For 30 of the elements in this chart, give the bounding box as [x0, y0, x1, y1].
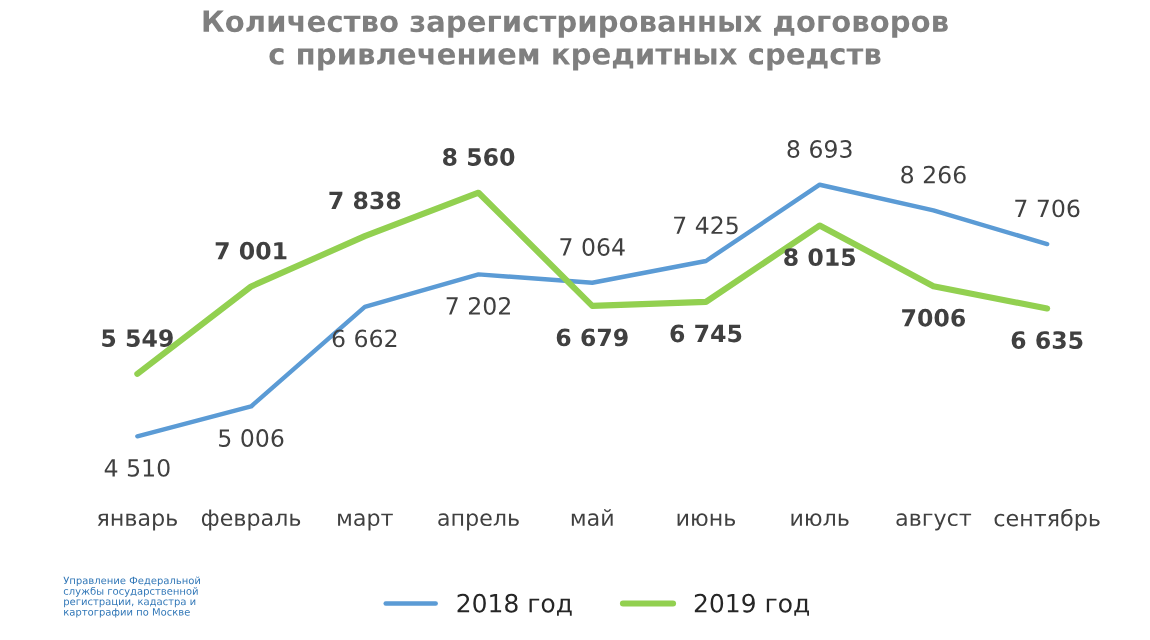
data-label: 6 635 [1011, 331, 1083, 349]
x-tick-label: июль [791, 513, 849, 527]
data-label: 7 202 [446, 297, 510, 315]
x-tick-label: июнь [677, 513, 736, 527]
x-tick-label: август [896, 513, 972, 531]
data-label: 7 706 [1015, 199, 1080, 218]
data-label: 7006 [902, 308, 966, 327]
legend-label: 2019 год [694, 593, 809, 616]
data-label: 8 015 [784, 248, 856, 266]
chart-title: Количество зарегистрированных договоров с привлечением кредитных средств [203, 10, 948, 71]
data-label: 8 693 [787, 140, 852, 158]
data-label: 8 560 [443, 148, 515, 166]
x-tick-label: сентябрь [994, 508, 1100, 531]
data-label: 4 510 [104, 458, 170, 477]
data-label: 7 838 [329, 191, 401, 210]
data-label: 6 745 [670, 324, 742, 343]
data-label: 6 662 [332, 329, 397, 348]
x-tick-label: февраль [201, 509, 301, 531]
data-label: 5 006 [219, 429, 284, 447]
data-label: 7 425 [674, 216, 738, 235]
x-tick-label: май [571, 509, 613, 527]
data-label: 7 001 [215, 241, 287, 260]
legend-label: 2018 год [457, 593, 572, 616]
data-label: 8 266 [901, 165, 966, 184]
x-tick-label: март [338, 513, 393, 531]
data-label: 5 549 [102, 329, 173, 348]
x-tick-label: январь [97, 513, 177, 531]
data-label: 6 679 [556, 328, 628, 347]
x-tick-label: апрель [438, 513, 519, 531]
data-label: 7 064 [560, 238, 625, 256]
